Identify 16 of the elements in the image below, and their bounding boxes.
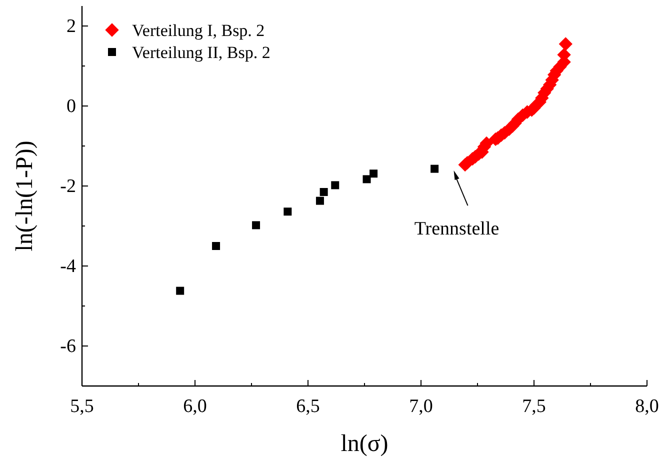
legend-label: Verteilung II, Bsp. 2 — [132, 43, 270, 62]
annotation: Trennstelle — [414, 218, 500, 240]
x-tick-label: 7,0 — [409, 396, 433, 417]
x-tick-label: 8,0 — [635, 396, 659, 417]
y-tick-label: -6 — [60, 336, 76, 357]
y-tick-label: 2 — [66, 16, 76, 37]
x-axis-title: ln(σ) — [340, 431, 388, 457]
y-tick-label: -4 — [60, 256, 76, 277]
x-tick-label: 6,5 — [296, 396, 320, 417]
y-axis-title: ln(-ln(1-P)) — [12, 140, 38, 252]
x-tick-label: 5,5 — [70, 396, 94, 417]
x-tick-label: 6,0 — [183, 396, 207, 417]
x-tick-label: 7,5 — [522, 396, 546, 417]
y-tick-label: 0 — [66, 96, 76, 117]
legend-label: Verteilung I, Bsp. 2 — [132, 21, 265, 40]
y-tick-label: -2 — [60, 176, 76, 197]
